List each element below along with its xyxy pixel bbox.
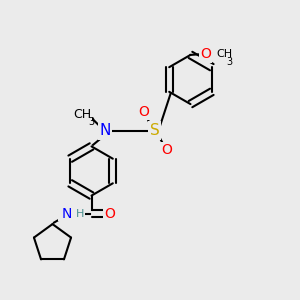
Text: N: N [58, 207, 69, 220]
Text: H: H [76, 208, 84, 219]
Text: 3: 3 [88, 117, 94, 127]
Text: CH: CH [74, 107, 92, 121]
Text: N: N [99, 123, 111, 138]
Text: S: S [150, 123, 159, 138]
Text: O: O [105, 207, 116, 220]
Text: CH: CH [216, 49, 232, 59]
Text: N: N [61, 207, 72, 220]
Text: O: O [161, 143, 172, 157]
Text: O: O [139, 105, 149, 119]
Text: 3: 3 [226, 57, 232, 67]
Text: H: H [61, 208, 69, 219]
Text: O: O [200, 47, 211, 61]
